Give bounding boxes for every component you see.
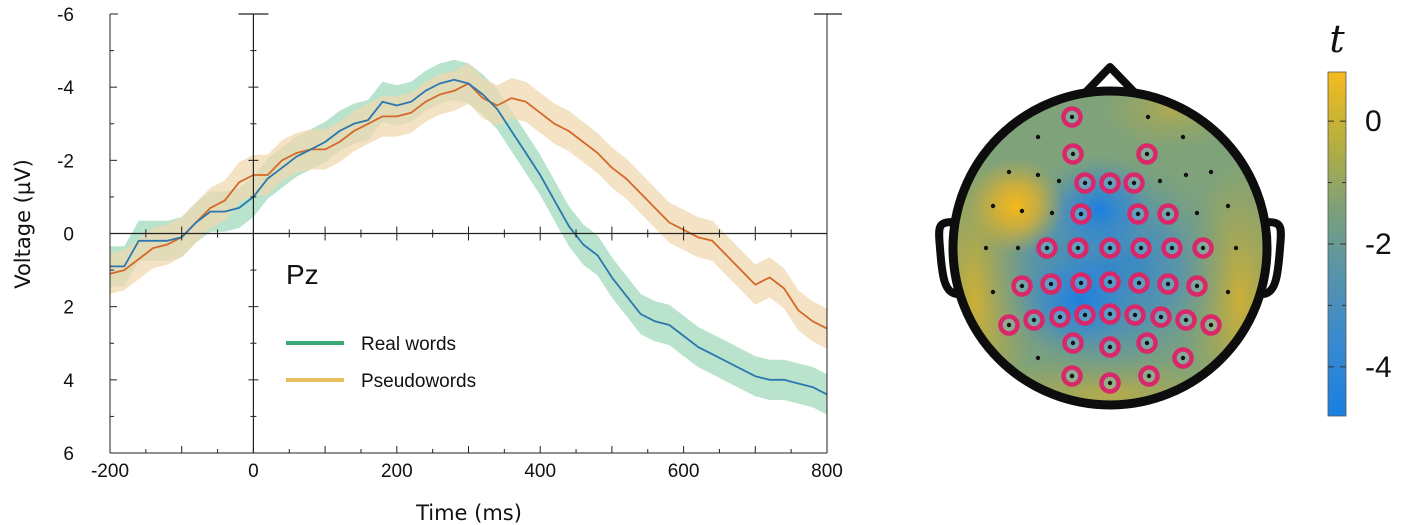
sensor-small bbox=[1208, 169, 1214, 175]
sensor-small bbox=[1035, 172, 1041, 178]
right-ear-outline bbox=[1261, 218, 1285, 298]
colorbar-tick-label: 0 bbox=[1365, 105, 1382, 138]
significant-sensor-dot bbox=[1057, 314, 1063, 320]
x-tick-label: 800 bbox=[811, 461, 843, 482]
colorbar-ticks: 0 -2 -4 bbox=[1328, 105, 1392, 384]
sensor-small bbox=[983, 245, 989, 251]
channel-label-pz: Pz bbox=[286, 259, 319, 290]
significant-sensor-dot bbox=[1107, 380, 1113, 386]
significant-sensor-dot bbox=[1069, 373, 1075, 379]
significant-sensor-dot bbox=[1107, 245, 1113, 251]
significant-sensor-dot bbox=[1031, 317, 1037, 323]
significant-sensor-dot bbox=[1082, 180, 1088, 186]
confidence-band-pseudowords bbox=[110, 63, 827, 349]
sensor-small bbox=[1157, 178, 1163, 184]
significant-sensor-dot bbox=[1019, 283, 1025, 289]
sensor-layer bbox=[983, 114, 1239, 361]
x-axis-label: Time (ms) bbox=[415, 501, 522, 525]
sensor-small bbox=[1035, 134, 1041, 140]
sensor-small bbox=[990, 289, 996, 295]
significant-sensor-dot bbox=[1180, 355, 1186, 361]
sensor-small bbox=[1225, 289, 1231, 295]
scalp-topography bbox=[935, 63, 1285, 410]
significant-sensor-dot bbox=[1107, 279, 1113, 285]
colorbar-tick-label: -2 bbox=[1365, 228, 1392, 261]
sensor-small bbox=[1225, 203, 1231, 209]
significant-sensor-dot bbox=[1078, 280, 1084, 286]
significant-sensor-dot bbox=[1158, 314, 1164, 320]
significant-sensor-dot bbox=[1070, 151, 1076, 157]
significant-sensor-dot bbox=[1107, 180, 1113, 186]
significant-sensor-dot bbox=[1107, 344, 1113, 350]
significant-sensor-dot bbox=[1070, 340, 1076, 346]
x-tick-label: 0 bbox=[248, 461, 259, 482]
sensor-small bbox=[1145, 114, 1151, 120]
significant-sensor-dot bbox=[1144, 151, 1150, 157]
sensor-small bbox=[1183, 172, 1189, 178]
significant-sensor-dot bbox=[1165, 211, 1171, 217]
sensor-small bbox=[1194, 210, 1200, 216]
colorbar-title: t bbox=[1329, 17, 1345, 61]
significant-sensor-dot bbox=[1136, 280, 1142, 286]
topography-map bbox=[953, 91, 1267, 405]
significant-sensor-dot bbox=[1138, 245, 1144, 251]
series-line-real-words bbox=[110, 78, 828, 396]
significant-sensor-dot bbox=[1082, 312, 1088, 318]
sensor-small bbox=[1180, 134, 1186, 140]
sensor-small bbox=[1056, 178, 1062, 184]
sensor-small bbox=[1019, 208, 1025, 214]
nose-outline bbox=[1080, 63, 1140, 98]
erp-plot: -200 0 200 400 600 800 -6 -4 -2 0 2 4 6 Time (ms) Vo… bbox=[11, 5, 843, 525]
sensor-small bbox=[990, 203, 996, 209]
significant-sensor-dot bbox=[1208, 322, 1214, 328]
y-tick-label: 0 bbox=[63, 225, 74, 246]
significant-sensor-dot bbox=[1132, 312, 1138, 318]
significant-sensor-dot bbox=[1044, 245, 1050, 251]
y-tick-label: 4 bbox=[63, 371, 74, 392]
y-tick-label: 2 bbox=[63, 298, 74, 319]
significant-sensor-dot bbox=[1078, 211, 1084, 217]
legend: Real words Pseudowords bbox=[286, 334, 476, 392]
x-tick-label: 200 bbox=[381, 461, 413, 482]
x-tick-label: -200 bbox=[91, 461, 129, 482]
y-tick-label: -6 bbox=[57, 5, 74, 26]
y-tick-label: 6 bbox=[63, 444, 74, 465]
significant-sensor-dot bbox=[1146, 373, 1152, 379]
significant-sensor-dot bbox=[1183, 317, 1189, 323]
significant-sensor-dot bbox=[1165, 281, 1171, 287]
x-tick-label: 400 bbox=[524, 461, 556, 482]
significant-sensor-dot bbox=[1048, 281, 1054, 287]
y-axis-label: Voltage (µV) bbox=[11, 159, 35, 289]
significant-sensor-dot bbox=[1075, 245, 1081, 251]
legend-label-real-words: Real words bbox=[361, 334, 456, 355]
colorbar-tick-label: -4 bbox=[1365, 351, 1392, 384]
significant-sensor-dot bbox=[1169, 245, 1175, 251]
erp-confidence-bands bbox=[110, 59, 827, 415]
colorbar: t 0 -2 -4 bbox=[1327, 17, 1392, 417]
left-ear-outline bbox=[935, 218, 959, 298]
legend-label-pseudowords: Pseudowords bbox=[361, 371, 476, 392]
erp-axes bbox=[109, 13, 842, 454]
erp-tick-labels: -200 0 200 400 600 800 -6 -4 -2 0 2 4 6 bbox=[57, 5, 843, 482]
sensor-small bbox=[1049, 210, 1055, 216]
significant-sensor-dot bbox=[1006, 322, 1012, 328]
significant-sensor-dot bbox=[1131, 180, 1137, 186]
erp-lines bbox=[109, 78, 828, 396]
significant-sensor-dot bbox=[1144, 340, 1150, 346]
significant-sensor-dot bbox=[1107, 311, 1113, 317]
sensor-small bbox=[1006, 169, 1012, 175]
head-outline bbox=[948, 86, 1272, 410]
significant-sensor-dot bbox=[1069, 114, 1075, 120]
significant-sensor-dot bbox=[1194, 283, 1200, 289]
y-tick-label: -2 bbox=[57, 151, 74, 172]
x-tick-label: 600 bbox=[668, 461, 700, 482]
sensor-small bbox=[1233, 245, 1239, 251]
significant-sensor-dot bbox=[1135, 211, 1141, 217]
y-tick-label: -4 bbox=[57, 78, 74, 99]
sensor-small bbox=[1035, 355, 1041, 361]
sensor-small bbox=[1015, 245, 1021, 251]
significant-sensor-layer bbox=[998, 106, 1222, 394]
significant-sensor-dot bbox=[1200, 245, 1206, 251]
